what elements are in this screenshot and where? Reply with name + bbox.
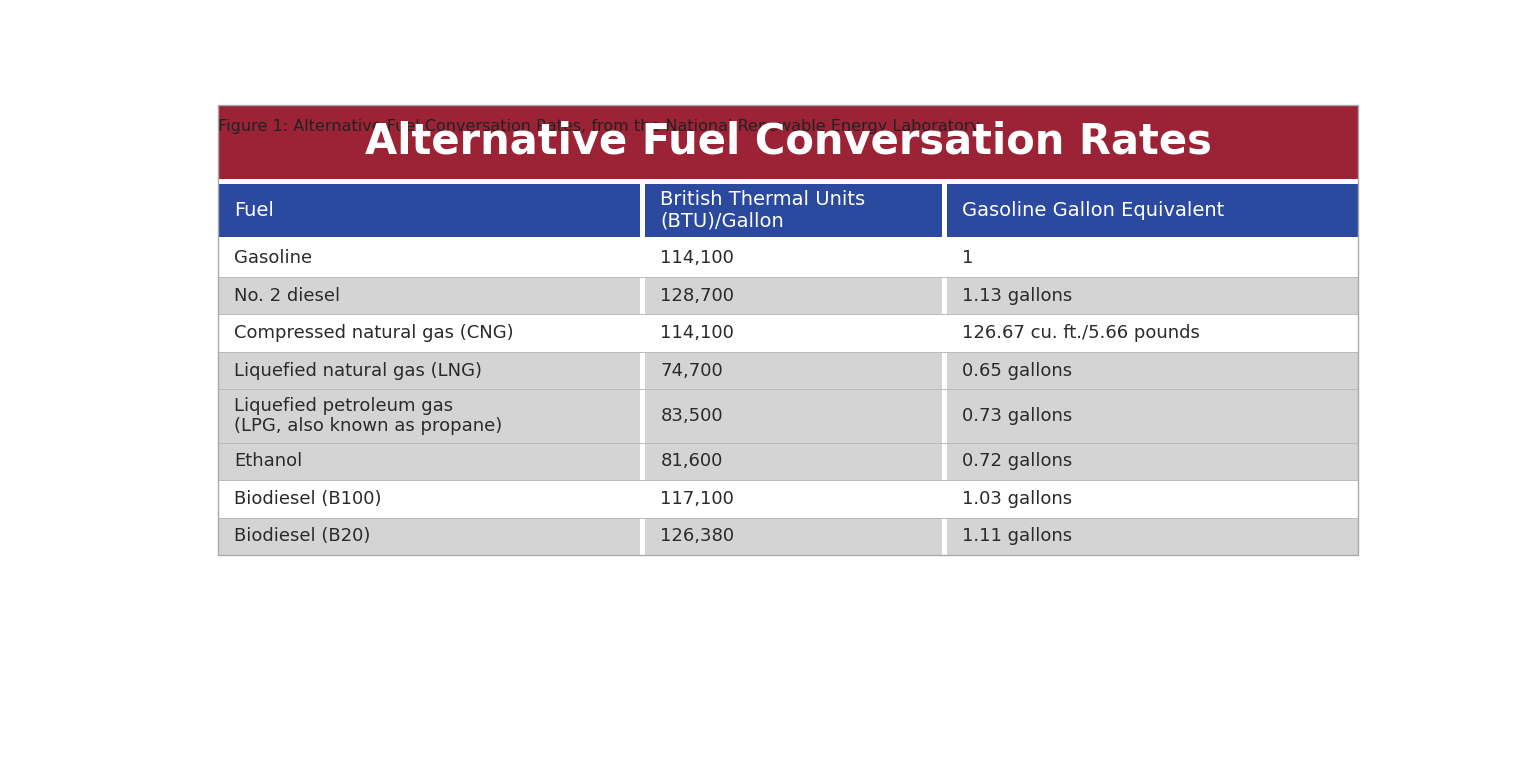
Text: 126.67 cu. ft./5.66 pounds: 126.67 cu. ft./5.66 pounds [963, 324, 1200, 342]
Text: 0.65 gallons: 0.65 gallons [963, 361, 1072, 380]
FancyBboxPatch shape [947, 389, 1358, 443]
FancyBboxPatch shape [218, 184, 640, 237]
Text: Compressed natural gas (CNG): Compressed natural gas (CNG) [234, 324, 514, 342]
FancyBboxPatch shape [644, 352, 943, 389]
FancyBboxPatch shape [644, 480, 943, 518]
Text: 81,600: 81,600 [660, 452, 723, 470]
Text: 1.11 gallons: 1.11 gallons [963, 527, 1072, 545]
Text: Fuel: Fuel [234, 201, 274, 220]
Text: Liquefied petroleum gas
(LPG, also known as propane): Liquefied petroleum gas (LPG, also known… [234, 397, 503, 435]
FancyBboxPatch shape [947, 314, 1358, 352]
FancyBboxPatch shape [947, 480, 1358, 518]
FancyBboxPatch shape [218, 352, 640, 389]
Text: 114,100: 114,100 [660, 249, 734, 267]
FancyBboxPatch shape [947, 352, 1358, 389]
Text: Gasoline: Gasoline [234, 249, 312, 267]
FancyBboxPatch shape [218, 104, 1358, 179]
Text: 128,700: 128,700 [660, 286, 734, 305]
FancyBboxPatch shape [218, 518, 640, 555]
Text: 1.03 gallons: 1.03 gallons [963, 490, 1072, 508]
FancyBboxPatch shape [947, 184, 1358, 237]
Text: 117,100: 117,100 [660, 490, 734, 508]
Text: Figure 1: Alternative Fuel Conversation Rates, from the National Renewable Energ: Figure 1: Alternative Fuel Conversation … [218, 120, 983, 134]
Text: Alternative Fuel Conversation Rates: Alternative Fuel Conversation Rates [365, 120, 1212, 163]
FancyBboxPatch shape [644, 184, 943, 237]
FancyBboxPatch shape [947, 443, 1358, 480]
Text: British Thermal Units
(BTU)/Gallon: British Thermal Units (BTU)/Gallon [660, 190, 866, 231]
Text: 74,700: 74,700 [660, 361, 723, 380]
FancyBboxPatch shape [644, 314, 943, 352]
Text: Biodiesel (B100): Biodiesel (B100) [234, 490, 381, 508]
Text: Gasoline Gallon Equivalent: Gasoline Gallon Equivalent [963, 201, 1224, 220]
FancyBboxPatch shape [218, 314, 640, 352]
Text: 1.13 gallons: 1.13 gallons [963, 286, 1072, 305]
FancyBboxPatch shape [644, 443, 943, 480]
Text: 83,500: 83,500 [660, 407, 723, 425]
Text: No. 2 diesel: No. 2 diesel [234, 286, 340, 305]
FancyBboxPatch shape [218, 277, 640, 314]
FancyBboxPatch shape [218, 239, 640, 277]
FancyBboxPatch shape [218, 389, 640, 443]
FancyBboxPatch shape [218, 443, 640, 480]
FancyBboxPatch shape [947, 277, 1358, 314]
Text: Liquefied natural gas (LNG): Liquefied natural gas (LNG) [234, 361, 481, 380]
FancyBboxPatch shape [218, 480, 640, 518]
Text: Ethanol: Ethanol [234, 452, 303, 470]
Text: 0.73 gallons: 0.73 gallons [963, 407, 1072, 425]
FancyBboxPatch shape [644, 518, 943, 555]
Text: 114,100: 114,100 [660, 324, 734, 342]
FancyBboxPatch shape [644, 277, 943, 314]
FancyBboxPatch shape [644, 239, 943, 277]
FancyBboxPatch shape [947, 239, 1358, 277]
Text: 1: 1 [963, 249, 974, 267]
Text: 126,380: 126,380 [660, 527, 735, 545]
FancyBboxPatch shape [644, 389, 943, 443]
Text: Biodiesel (B20): Biodiesel (B20) [234, 527, 371, 545]
Text: 0.72 gallons: 0.72 gallons [963, 452, 1072, 470]
FancyBboxPatch shape [947, 518, 1358, 555]
